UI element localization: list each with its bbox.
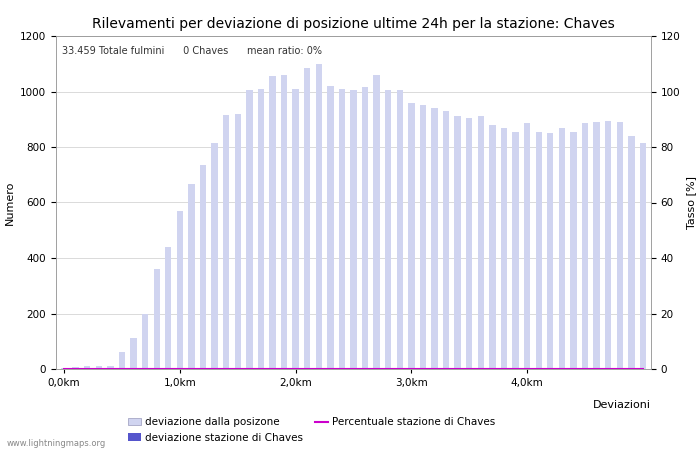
Bar xyxy=(327,86,333,369)
Bar xyxy=(130,338,136,369)
Bar xyxy=(211,143,218,369)
Bar xyxy=(408,103,414,369)
Bar xyxy=(199,165,206,369)
Bar xyxy=(258,89,264,369)
Bar xyxy=(594,122,600,369)
Bar xyxy=(582,123,588,369)
Bar xyxy=(617,122,623,369)
Bar xyxy=(489,125,496,369)
Bar xyxy=(119,352,125,369)
Bar xyxy=(640,143,646,369)
Bar xyxy=(605,121,611,369)
Bar xyxy=(107,366,113,369)
Bar xyxy=(524,123,531,369)
Bar xyxy=(293,89,299,369)
Bar xyxy=(339,89,345,369)
Title: Rilevamenti per deviazione di posizione ultime 24h per la stazione: Chaves: Rilevamenti per deviazione di posizione … xyxy=(92,17,615,31)
Bar xyxy=(270,76,276,369)
Bar xyxy=(477,117,484,369)
Bar xyxy=(281,75,287,369)
Bar xyxy=(536,132,542,369)
Y-axis label: Tasso [%]: Tasso [%] xyxy=(686,176,696,229)
Bar xyxy=(362,87,368,369)
Bar xyxy=(512,132,519,369)
Bar xyxy=(628,136,634,369)
Bar xyxy=(350,90,357,369)
Bar xyxy=(304,68,310,369)
Bar xyxy=(142,314,148,369)
Bar xyxy=(466,118,473,369)
Bar xyxy=(570,132,577,369)
Bar xyxy=(153,269,160,369)
Bar xyxy=(234,114,241,369)
Y-axis label: Numero: Numero xyxy=(4,180,15,225)
Bar xyxy=(61,368,67,369)
Bar xyxy=(188,184,195,369)
Bar xyxy=(547,133,554,369)
Bar xyxy=(316,64,322,369)
Text: Deviazioni: Deviazioni xyxy=(593,400,651,410)
Bar xyxy=(559,127,565,369)
Bar xyxy=(500,127,508,369)
Bar xyxy=(397,90,403,369)
Bar xyxy=(165,247,172,369)
Bar xyxy=(374,75,380,369)
Bar xyxy=(443,111,449,369)
Text: 33.459 Totale fulmini      0 Chaves      mean ratio: 0%: 33.459 Totale fulmini 0 Chaves mean rati… xyxy=(62,46,322,56)
Bar xyxy=(454,117,461,369)
Bar xyxy=(223,115,230,369)
Legend: deviazione dalla posizone, deviazione stazione di Chaves, Percentuale stazione d: deviazione dalla posizone, deviazione st… xyxy=(128,418,496,443)
Bar xyxy=(73,367,79,369)
Bar xyxy=(385,90,391,369)
Bar xyxy=(176,211,183,369)
Text: www.lightningmaps.org: www.lightningmaps.org xyxy=(7,439,106,448)
Bar xyxy=(431,108,438,369)
Bar xyxy=(84,366,90,369)
Bar xyxy=(420,105,426,369)
Bar xyxy=(96,366,102,369)
Bar xyxy=(246,90,253,369)
